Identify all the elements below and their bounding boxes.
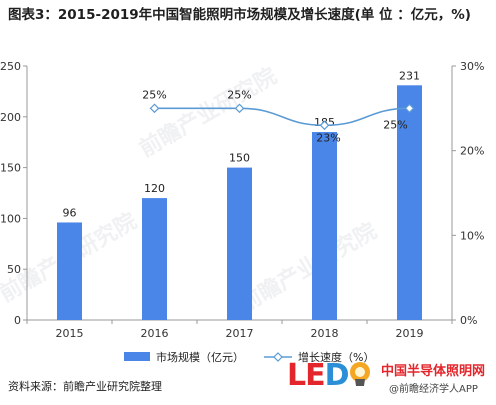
left-tick-label: 0 xyxy=(14,314,21,327)
app-watermark: @前瞻经济学人APP xyxy=(389,384,478,395)
left-tick-label: 100 xyxy=(0,212,21,225)
right-tick-label: 30% xyxy=(460,60,484,73)
legend-line-marker xyxy=(273,352,283,362)
growth-marker xyxy=(149,103,160,114)
chart-title: 图表3：2015-2019年中国智能照明市场规模及增长速度(单 位 ：亿元，%) xyxy=(8,7,471,23)
bar xyxy=(142,198,167,320)
bar-data-label: 150 xyxy=(229,152,250,165)
growth-marker xyxy=(234,103,245,114)
legend-bar-label: 市场规模（亿元） xyxy=(156,350,244,364)
source-note: 资料来源：前瞻产业研究院整理 xyxy=(8,380,162,393)
x-tick-label: 2015 xyxy=(56,327,84,340)
brand-block[interactable]: LED 中国半导体照明网 @前瞻经济学人APP xyxy=(287,356,492,402)
bar xyxy=(312,132,337,320)
growth-data-label: 25% xyxy=(227,88,251,101)
bar-data-label: 120 xyxy=(144,182,165,195)
legend-bar-swatch xyxy=(124,352,150,361)
bar xyxy=(57,222,82,320)
bar xyxy=(397,85,422,320)
led-logo: LED xyxy=(287,358,350,393)
x-tick-label: 2019 xyxy=(396,327,424,340)
right-tick-label: 20% xyxy=(460,145,484,158)
growth-data-label: 25% xyxy=(383,118,407,131)
bar xyxy=(227,167,252,320)
left-tick-label: 50 xyxy=(7,263,21,276)
left-tick-label: 250 xyxy=(0,60,21,73)
left-tick-label: 200 xyxy=(0,111,21,124)
x-tick-label: 2016 xyxy=(141,327,169,340)
right-tick-label: 10% xyxy=(460,229,484,242)
bar-data-label: 231 xyxy=(399,69,420,82)
growth-marker xyxy=(319,120,330,131)
growth-data-label: 23% xyxy=(316,131,340,144)
growth-marker xyxy=(404,103,415,114)
bulb-icon xyxy=(350,362,370,386)
brand-name: 中国半导体照明网 xyxy=(381,364,486,379)
right-tick-label: 0% xyxy=(460,314,477,327)
x-tick-label: 2017 xyxy=(226,327,254,340)
growth-data-label: 25% xyxy=(142,88,166,101)
legend-line-label: 增长速度（%） xyxy=(298,350,374,364)
x-tick-label: 2018 xyxy=(311,327,339,340)
bar-data-label: 96 xyxy=(63,206,77,219)
growth-line xyxy=(154,107,410,127)
left-tick-label: 150 xyxy=(0,162,21,175)
